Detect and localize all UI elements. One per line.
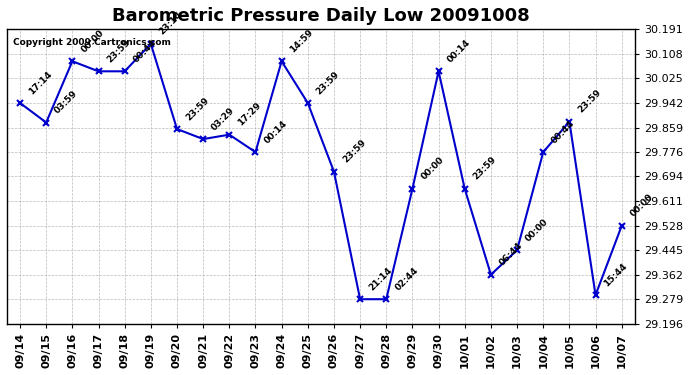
Text: 17:29: 17:29 [236,101,263,128]
Text: 17:14: 17:14 [27,69,54,96]
Text: 23:59: 23:59 [106,38,132,64]
Text: 15:44: 15:44 [602,261,629,288]
Text: 23:59: 23:59 [341,138,368,165]
Text: 23:14: 23:14 [158,10,184,37]
Text: 23:59: 23:59 [576,88,603,115]
Text: 23:59: 23:59 [315,69,342,96]
Text: 06:44: 06:44 [498,241,524,268]
Text: 00:14: 00:14 [262,118,289,145]
Text: 00:14: 00:14 [446,38,472,64]
Text: 03:59: 03:59 [53,89,80,116]
Text: 23:59: 23:59 [472,155,498,182]
Text: 00:00: 00:00 [629,193,655,219]
Text: 00:00: 00:00 [524,217,550,243]
Text: 00:00: 00:00 [420,156,446,182]
Text: 00:44: 00:44 [132,38,158,64]
Text: 21:14: 21:14 [367,266,394,292]
Text: 00:00: 00:00 [79,28,106,54]
Text: Copyright 2009 Cartronics.com: Copyright 2009 Cartronics.com [13,38,171,47]
Title: Barometric Pressure Daily Low 20091008: Barometric Pressure Daily Low 20091008 [112,7,530,25]
Text: 14:59: 14:59 [288,27,315,54]
Text: 02:44: 02:44 [393,266,420,292]
Text: 00:44: 00:44 [550,118,577,145]
Text: 03:29: 03:29 [210,105,237,132]
Text: 23:59: 23:59 [184,95,210,122]
